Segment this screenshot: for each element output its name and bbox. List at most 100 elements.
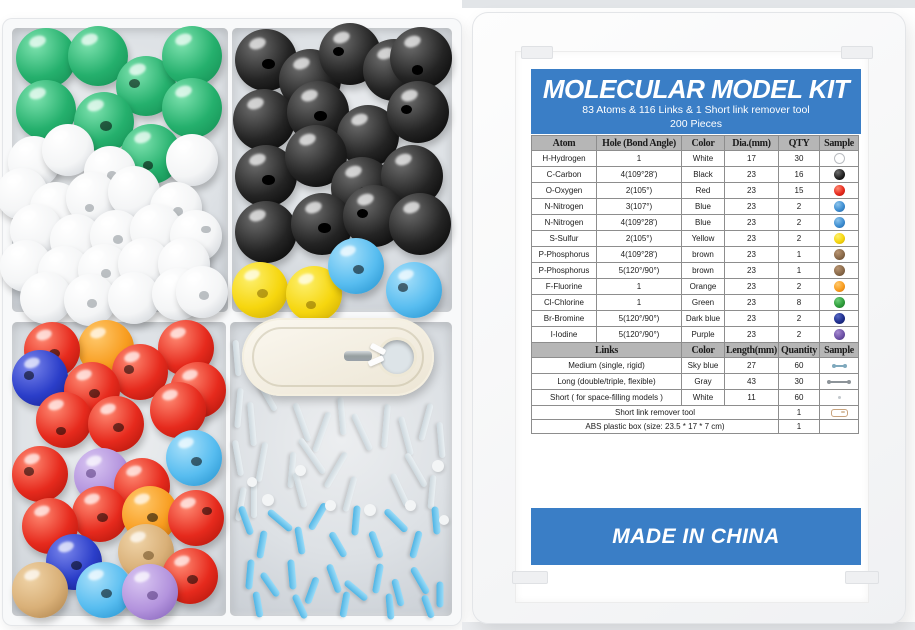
ball-highlight: [181, 367, 200, 383]
ball-hole: [142, 161, 154, 171]
ball-hole: [106, 170, 118, 180]
product-title: MOLECULAR MODEL KIT: [542, 74, 850, 104]
cell-atom: C-Carbon: [531, 166, 597, 183]
ball-highlight: [87, 567, 106, 583]
atom-sample-ball-icon: [833, 265, 845, 276]
ball-highlight: [100, 215, 118, 229]
ball-hole: [56, 426, 67, 436]
ball-highlight: [79, 32, 100, 48]
ball-hole: [262, 174, 275, 186]
link-row: Short ( for space-filling models ) White 1…: [531, 389, 859, 406]
cell-color: Purple: [681, 326, 725, 343]
atom-sample-ball-icon: [833, 233, 845, 244]
cell-atom: F-Fluorine: [531, 278, 597, 295]
cell-color: Blue: [681, 198, 725, 215]
link-row: Long (double/triple, flexible) Gray 43 30: [531, 373, 859, 390]
ball-hole: [86, 469, 97, 478]
atom-ball-red: [88, 396, 144, 452]
short-link-blob: [247, 477, 257, 487]
ball-highlight: [303, 199, 324, 216]
tool-keyhole: [380, 340, 414, 374]
atom-ball-red: [112, 344, 168, 400]
atom-sample-ball-icon: [833, 153, 845, 164]
ball-hole: [24, 371, 35, 380]
ball-hole: [84, 204, 95, 213]
made-in-text: MADE IN CHINA: [612, 524, 780, 548]
atom-ball-green: [162, 78, 222, 138]
atom-sample-ball-icon: [833, 169, 845, 180]
cell-atom: Cl-Chlorine: [531, 294, 597, 311]
cell-item-name: ABS plastic box (size: 23.5 * 17 * 7 cm): [531, 419, 779, 434]
ball-highlight: [399, 87, 420, 104]
atom-row: Cl-Chlorine 1 Green 23 8: [531, 294, 859, 311]
cell-sample: [819, 278, 859, 295]
short-link-blob: [404, 499, 416, 511]
atom-ball-white: [166, 134, 218, 186]
atom-ball-red: [36, 392, 92, 448]
ball-hole: [86, 298, 98, 308]
atom-ball-sky: [328, 238, 384, 294]
header-sample: Sample: [819, 342, 859, 358]
short-link-blob: [432, 460, 444, 472]
ball-highlight: [118, 171, 136, 185]
ball-highlight: [52, 129, 70, 143]
long-link-icon: [827, 379, 851, 384]
ball-highlight: [247, 151, 268, 168]
ball-highlight: [40, 187, 58, 201]
cell-atom: N-Nitrogen: [531, 198, 597, 215]
cell-dia: 23: [724, 294, 779, 311]
ball-highlight: [127, 62, 148, 78]
cell-qty: 2: [778, 310, 820, 327]
cell-sample: [819, 198, 859, 215]
ball-highlight: [177, 435, 196, 451]
ball-highlight: [179, 495, 198, 511]
cell-sample: [819, 214, 859, 231]
cell-qty: 16: [778, 166, 820, 183]
board-clip-tab: [512, 571, 548, 584]
ball-highlight: [132, 130, 153, 146]
cell-atom: I-Iodine: [531, 326, 597, 343]
atom-sample-ball-icon: [833, 281, 845, 292]
ball-highlight: [161, 387, 180, 403]
cell-hole-angle: 4(109°28'): [596, 166, 682, 183]
atom-ball-white: [20, 272, 72, 324]
ball-hole: [172, 206, 184, 216]
cell-atom: Br-Bromine: [531, 310, 597, 327]
atom-row: N-Nitrogen 4(109°28') Blue 23 2: [531, 214, 859, 231]
cell-color: brown: [681, 246, 725, 263]
cell-hole-angle: 3(107°): [596, 198, 682, 215]
atom-row: C-Carbon 4(109°28') Black 23 16: [531, 166, 859, 183]
cell-sample: [819, 150, 859, 167]
ball-highlight: [180, 215, 198, 229]
ball-hole: [88, 388, 100, 399]
atom-row: F-Fluorine 1 Orange 23 2: [531, 278, 859, 295]
cell-hole-angle: 1: [596, 278, 682, 295]
ball-highlight: [331, 29, 352, 46]
cell-sample: [819, 310, 859, 327]
link-bar: [834, 365, 844, 367]
atom-row: Br-Bromine 5(120°/90°) Dark blue 23 2: [531, 310, 859, 327]
atom-ball-sky: [166, 430, 222, 486]
header-quantity: Quantity: [778, 342, 820, 358]
cell-hole-angle: 5(120°/90°): [596, 262, 682, 279]
board-clip-tab: [845, 571, 879, 584]
atom-ball-tan: [12, 562, 68, 618]
ball-highlight: [299, 87, 320, 104]
ball-highlight: [123, 349, 142, 365]
ball-highlight: [173, 84, 194, 100]
atom-ball-red: [12, 446, 68, 502]
ball-highlight: [173, 32, 194, 48]
short-link-blob: [439, 515, 449, 525]
cell-dia: 23: [724, 310, 779, 327]
cell-color: Blue: [681, 214, 725, 231]
ball-highlight: [402, 33, 423, 50]
title-banner: MOLECULAR MODEL KIT 83 Atoms & 116 Links…: [531, 69, 861, 134]
ball-highlight: [118, 277, 136, 291]
ball-highlight: [60, 219, 78, 233]
ball-hole: [256, 288, 268, 299]
link-bar: [830, 381, 848, 383]
cell-color: Gray: [681, 373, 725, 390]
cell-length: 11: [724, 389, 779, 406]
cell-length: 27: [724, 357, 779, 374]
ball-highlight: [168, 243, 186, 257]
